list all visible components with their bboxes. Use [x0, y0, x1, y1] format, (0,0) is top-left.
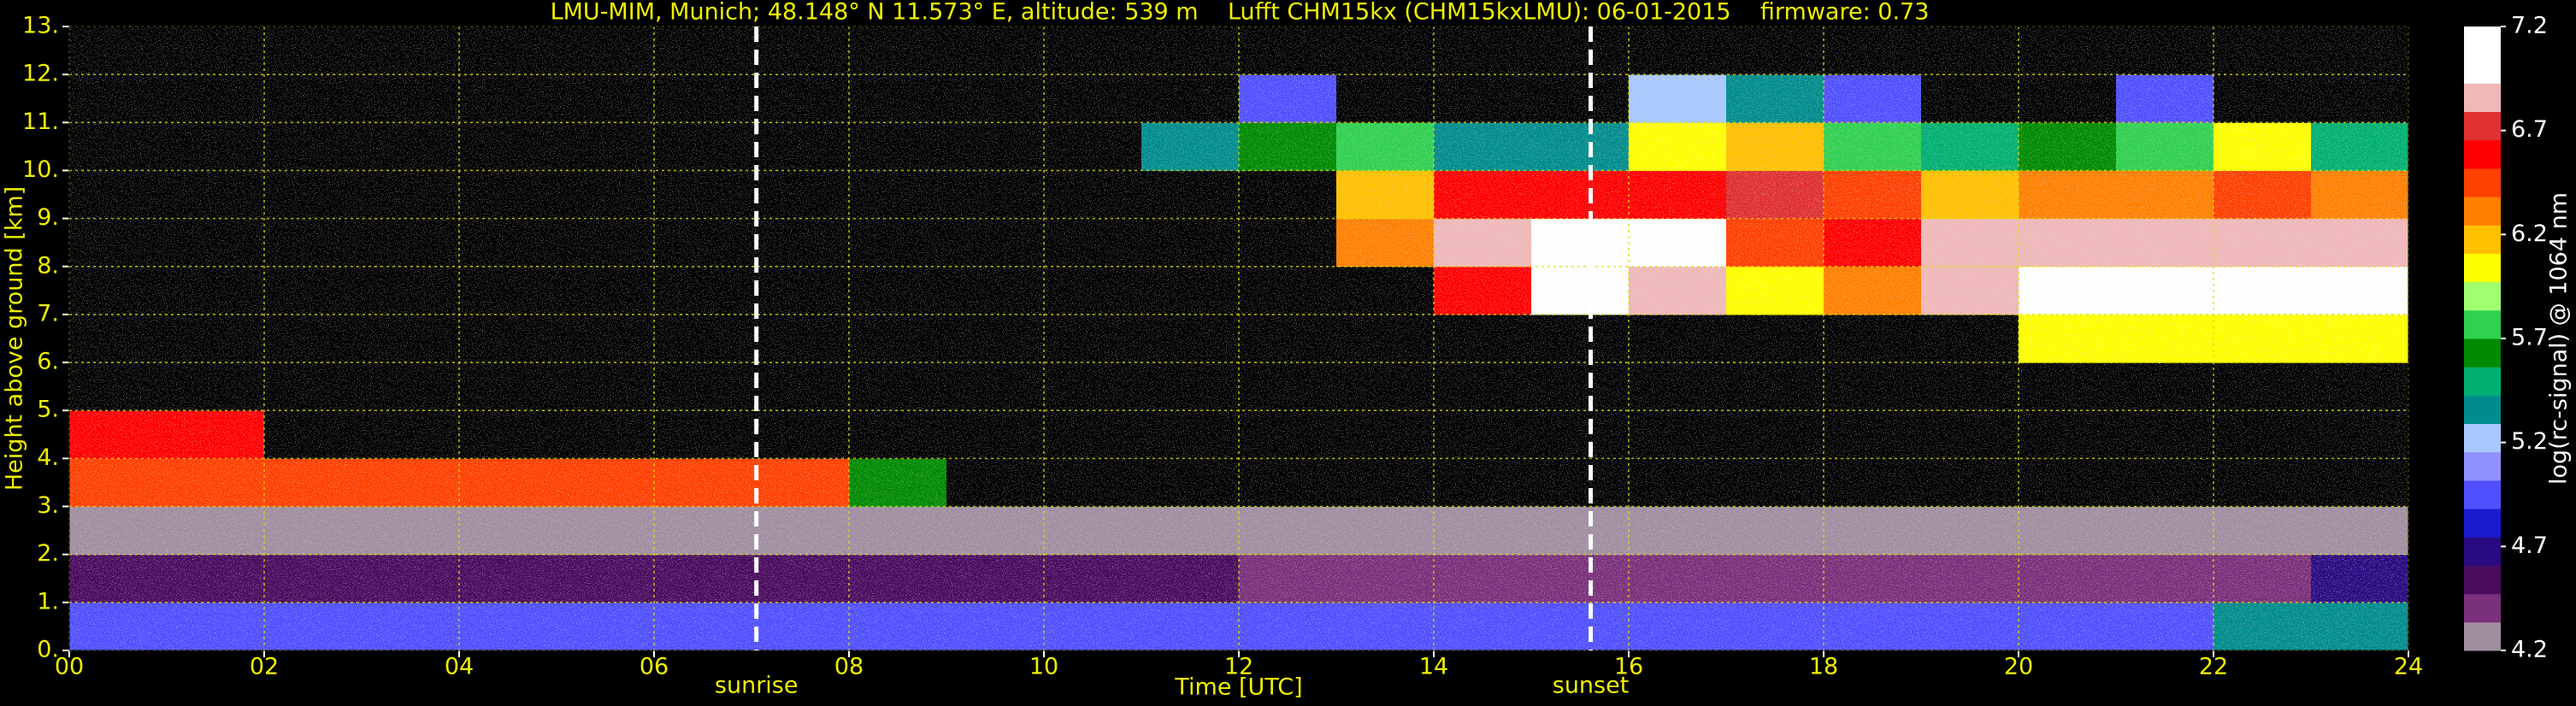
- y-tick-label: 6.: [37, 349, 59, 375]
- x-tick-label: 06: [640, 654, 669, 680]
- colorbar-segment: [2464, 253, 2501, 283]
- y-tick-label: 10.: [22, 156, 59, 183]
- x-tick-label: 08: [834, 654, 864, 680]
- colorbar-label: log(rc-signal) @ 1064 nm: [2546, 192, 2573, 485]
- colorbar-segment: [2464, 26, 2501, 56]
- y-tick-label: 5.: [37, 397, 59, 423]
- colorbar-segment: [2464, 83, 2501, 113]
- axes: 0. 1. 2. 3. 4. 5. 6. 7. 8. 9. 10. 11. 12. 13. 00 02 04 06…: [22, 13, 2423, 699]
- colorbar-segment: [2464, 509, 2501, 538]
- colorbar-segment: [2464, 593, 2501, 623]
- colorbar-tick-label: 4.7: [2511, 532, 2548, 559]
- chart-title: LMU-MIM, Munich; 48.148° N 11.573° E, al…: [551, 0, 1930, 26]
- x-tick-label: 02: [250, 654, 279, 680]
- y-axis-label: Height above ground [km]: [2, 186, 28, 491]
- y-tick-label: 4.: [37, 444, 59, 471]
- y-tick-label: 8.: [37, 252, 59, 279]
- colorbar-tick-label: 5.7: [2511, 325, 2548, 351]
- x-tick-label: 12: [1224, 654, 1253, 680]
- colorbar-segment: [2464, 367, 2501, 396]
- colorbar-segment: [2464, 225, 2501, 254]
- colorbar-segment: [2464, 309, 2501, 339]
- x-tick-label: 16: [1614, 654, 1643, 680]
- colorbar-tick-label: 7.2: [2511, 13, 2548, 39]
- x-axis-label: Time [UTC]: [1174, 674, 1302, 701]
- x-tick-label: 24: [2394, 654, 2423, 680]
- colorbar-tick-label: 6.7: [2511, 116, 2548, 143]
- colorbar-tick-label: 5.2: [2511, 428, 2548, 455]
- colorbar-segment: [2464, 395, 2501, 425]
- annotation-label: sunrise: [715, 673, 799, 699]
- colorbar: log(rc-signal) @ 1064 nm 4.2 4.7 5.2 5.7 6.2…: [2464, 13, 2573, 663]
- x-tick-label: 22: [2199, 654, 2228, 680]
- colorbar-segment: [2464, 168, 2501, 197]
- colorbar-tick-label: 4.2: [2511, 637, 2548, 663]
- x-tick-label: 00: [55, 654, 84, 680]
- y-tick-label: 13.: [22, 13, 59, 39]
- x-tick-label: 20: [2004, 654, 2033, 680]
- y-tick-label: 3.: [37, 492, 59, 519]
- colorbar-segment: [2464, 423, 2501, 453]
- colorbar-segment: [2464, 139, 2501, 169]
- colorbar-segment: [2464, 197, 2501, 226]
- colorbar-segment: [2464, 479, 2501, 509]
- y-tick-label: 11.: [22, 109, 59, 135]
- colorbar-segment: [2464, 55, 2501, 84]
- y-tick-label: 9.: [37, 204, 59, 231]
- x-tick-label: 18: [1809, 654, 1838, 680]
- colorbar-segment: [2464, 537, 2501, 566]
- y-tick-label: 12.: [22, 61, 59, 87]
- annotation-label: sunset: [1553, 673, 1630, 699]
- x-tick-label: 10: [1029, 654, 1058, 680]
- colorbar-segment: [2464, 565, 2501, 595]
- colorbar-segment: [2464, 621, 2501, 651]
- y-tick-label: 7.: [37, 300, 59, 327]
- x-tick-label: 04: [445, 654, 474, 680]
- plot-frame: [68, 26, 2409, 651]
- colorbar-segment: [2464, 111, 2501, 141]
- colorbar-segment: [2464, 338, 2501, 368]
- y-tick-label: 1.: [37, 588, 59, 615]
- colorbar-segment: [2464, 281, 2501, 311]
- y-tick-label: 0.: [37, 637, 59, 663]
- x-tick-label: 14: [1419, 654, 1448, 680]
- colorbar-segment: [2464, 451, 2501, 481]
- colorbar-tick-label: 6.2: [2511, 221, 2548, 247]
- y-tick-label: 2.: [37, 540, 59, 567]
